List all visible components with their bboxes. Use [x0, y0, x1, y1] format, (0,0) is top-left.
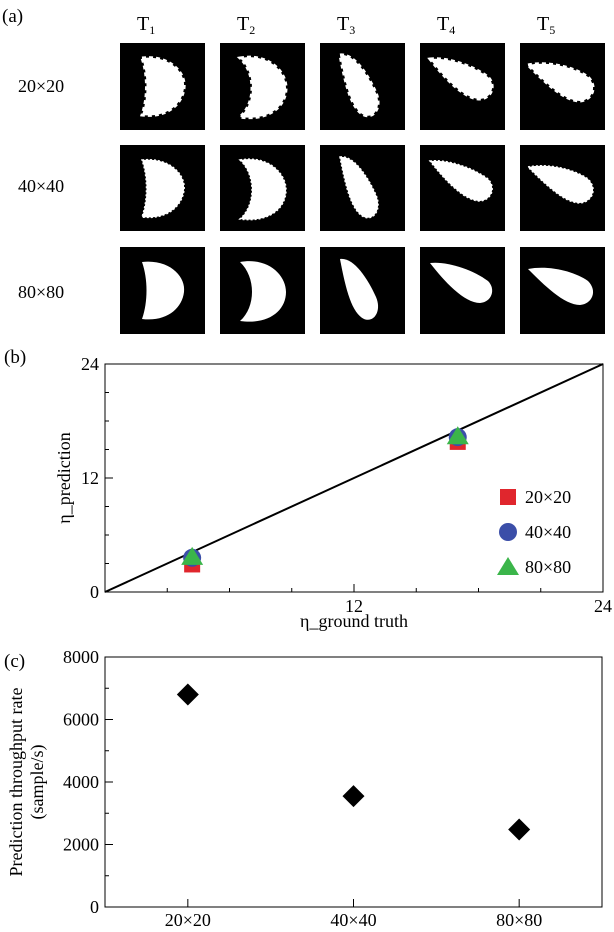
column-header-t2: T2 — [237, 13, 255, 37]
row-label-80x80: 80×80 — [18, 282, 64, 302]
x-tick-label: 20×20 — [165, 910, 211, 930]
panel-a: (a) T1 T2 T3 T4 T5 20×20 40×40 80×80 — [2, 6, 605, 334]
chart-c-ylabel-line-1: Prediction throughput rate — [6, 688, 26, 877]
x-tick-label: 40×40 — [330, 910, 376, 930]
panel-c-label: (c) — [4, 651, 25, 672]
column-header-t3: T3 — [337, 13, 355, 37]
y-tick-label: 4000 — [63, 772, 99, 792]
chart-b-marks — [181, 426, 469, 573]
chart-b-ticks: 0 12 24 12 24 — [81, 354, 612, 616]
shape-cell — [120, 43, 205, 130]
shape-cell — [520, 145, 605, 231]
shape-cell — [220, 145, 305, 231]
column-header-t4: T4 — [437, 13, 455, 37]
column-headers: T1 T2 T3 T4 T5 — [137, 13, 555, 37]
legend-marker-triangle — [497, 557, 519, 575]
chart-c-ylabel-line-2: (sample/s) — [27, 745, 48, 820]
chart-b-ylabel: η_prediction — [54, 432, 74, 523]
shape-cell — [420, 43, 505, 130]
shape-cell — [520, 247, 605, 334]
shape-cell — [220, 43, 305, 130]
data-point-diamond — [176, 683, 199, 706]
x-tick-label: 24 — [594, 596, 612, 616]
column-header-t5: T5 — [537, 13, 555, 37]
row-label-20x20: 20×20 — [18, 76, 64, 96]
chart-b-legend: 20×20 40×40 80×80 — [497, 487, 571, 577]
legend-label: 20×20 — [525, 487, 571, 507]
shape-cell — [520, 43, 605, 130]
y-tick-label: 24 — [81, 354, 99, 374]
x-tick-label: 12 — [345, 596, 363, 616]
chart-c-ticks: 0 2000 4000 6000 8000 20×20 40×40 80×80 — [63, 647, 542, 930]
y-tick-label: 0 — [90, 582, 99, 602]
legend-marker-circle — [499, 523, 517, 541]
y-tick-label: 6000 — [63, 710, 99, 730]
x-tick-label: 80×80 — [496, 910, 542, 930]
chart-c-marks — [176, 683, 531, 841]
shape-cell — [120, 247, 205, 334]
data-point-diamond — [342, 785, 365, 808]
y-tick-label: 0 — [90, 897, 99, 917]
shape-cell — [220, 247, 305, 334]
y-tick-label: 12 — [81, 468, 99, 488]
shape-cell — [320, 247, 405, 334]
column-header-t1: T1 — [137, 13, 155, 37]
data-point-triangle — [446, 426, 469, 445]
row-labels: 20×20 40×40 80×80 — [18, 76, 64, 302]
shape-cell — [420, 247, 505, 334]
legend-marker-square — [500, 489, 516, 505]
row-label-40x40: 40×40 — [18, 176, 64, 196]
shape-cell — [420, 145, 505, 231]
panel-b-label: (b) — [4, 347, 26, 368]
panel-b: (b) 0 12 24 12 24 20×20 40×40 80×80 η_ground t… — [4, 347, 612, 631]
legend-label: 40×40 — [525, 522, 571, 542]
shape-cell — [320, 43, 405, 130]
shape-cell — [120, 145, 205, 231]
legend-label: 80×80 — [525, 557, 571, 577]
data-point-triangle — [181, 546, 204, 565]
data-point-diamond — [508, 818, 531, 841]
panel-a-label: (a) — [2, 6, 23, 27]
shape-grid — [120, 43, 605, 334]
y-tick-label: 2000 — [63, 835, 99, 855]
chart-b-xlabel: η_ground truth — [300, 611, 408, 631]
panel-c: (c) 0 2000 4000 6000 8000 20×20 40×40 80×80 Pre… — [4, 647, 603, 930]
y-tick-label: 8000 — [63, 647, 99, 667]
shape-cell — [320, 145, 405, 231]
